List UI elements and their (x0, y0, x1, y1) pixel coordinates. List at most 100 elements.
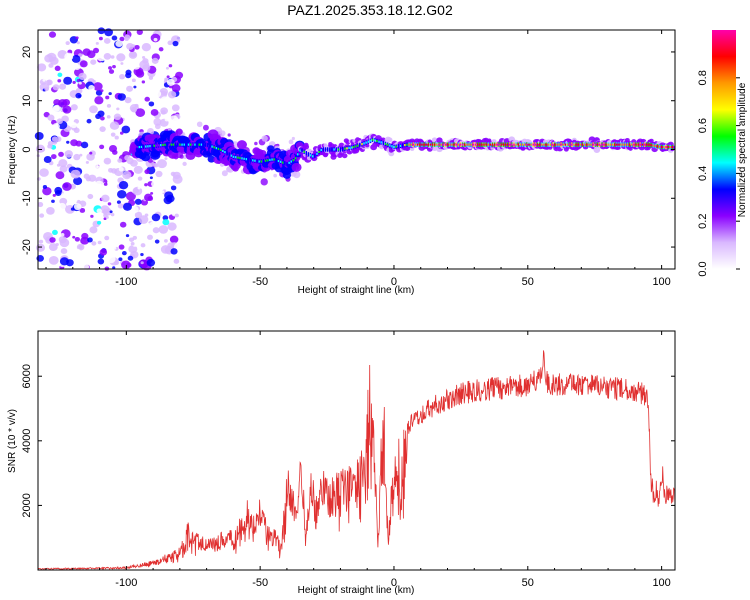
noise-blob (94, 180, 104, 189)
ridge-core (288, 161, 290, 164)
noise-blob (226, 166, 232, 173)
noise-blob (108, 92, 112, 96)
noise-blob (102, 46, 111, 54)
noise-blob (99, 248, 108, 256)
noise-blob (58, 151, 64, 157)
noise-blob (219, 130, 226, 137)
ridge-core (427, 143, 430, 146)
noise-blob (173, 258, 180, 264)
ridge-core (207, 143, 209, 147)
ridge-core (513, 143, 515, 146)
ridge-core (468, 143, 470, 146)
ridge-core (284, 162, 286, 165)
noise-blob (85, 160, 89, 164)
ridge-core (264, 159, 267, 162)
ridge-core (155, 144, 158, 147)
noise-blob (150, 191, 154, 195)
noise-blob (87, 237, 93, 243)
ridge-core (228, 153, 230, 156)
ridge-core (575, 143, 577, 146)
ridge-core (189, 143, 192, 146)
ridge-core (369, 139, 372, 142)
noise-blob (158, 225, 169, 234)
ridge-core (279, 160, 282, 163)
ridge-core (613, 143, 616, 146)
snr-y-label: SNR (10 * v/v) (7, 409, 18, 473)
ridge-core (466, 143, 468, 146)
ridge-core (474, 143, 477, 146)
noise-blob (103, 157, 112, 165)
noise-blob (119, 131, 124, 135)
noise-blob (148, 101, 155, 107)
ridge-core (183, 143, 185, 146)
noise-blob (118, 180, 129, 190)
ridge-core (438, 143, 440, 146)
ridge-core (663, 145, 665, 149)
signal-blob (380, 137, 386, 142)
ridge-core (652, 144, 654, 147)
noise-blob (100, 116, 105, 121)
noise-blob (144, 193, 153, 202)
noise-blob (47, 114, 55, 121)
noise-blob (98, 36, 103, 41)
noise-blob (151, 57, 159, 64)
noise-blob (52, 123, 60, 130)
ridge-core (618, 143, 620, 146)
noise-blob (119, 221, 127, 228)
ridge-core (622, 143, 624, 146)
ridge-core (230, 154, 233, 157)
snr-y-tick-label: 6000 (21, 364, 33, 388)
snr-frame (37, 330, 676, 571)
ridge-core (177, 143, 179, 146)
ridge-core (449, 143, 451, 146)
spectrogram-x-tick-label: -50 (252, 276, 268, 288)
ridge-core (658, 145, 661, 148)
ridge-core (511, 143, 513, 146)
noise-blob (133, 187, 140, 193)
noise-blob (43, 155, 52, 164)
ridge-core (241, 157, 243, 160)
noise-blob (83, 173, 90, 179)
noise-blob (137, 176, 143, 181)
noise-blob (97, 27, 106, 35)
ridge-core (260, 160, 263, 163)
noise-blob (97, 110, 105, 117)
ridge-core (626, 143, 629, 146)
ridge-core (254, 159, 256, 162)
noise-blob (129, 237, 135, 242)
noise-blob (166, 78, 175, 86)
ridge-core (611, 143, 614, 146)
ridge-core (506, 143, 509, 146)
noise-blob (59, 257, 69, 266)
ridge-core (365, 141, 367, 144)
noise-blob (162, 219, 170, 226)
noise-blob (170, 185, 177, 191)
signal-blob (388, 150, 395, 157)
noise-blob (70, 169, 81, 179)
signal-blob (175, 128, 183, 135)
ridge-core (543, 143, 545, 146)
ridge-core (431, 143, 434, 146)
ridge-core (479, 143, 481, 146)
ridge-core (444, 143, 447, 146)
noise-blob (112, 266, 116, 270)
noise-blob (51, 136, 58, 142)
noise-blob (221, 170, 228, 177)
ridge-core (200, 143, 203, 146)
signal-blob (207, 155, 216, 163)
ridge-core (573, 143, 575, 146)
noise-blob (59, 165, 68, 173)
noise-blob (89, 151, 93, 155)
noise-blob (126, 42, 134, 50)
noise-blob (60, 233, 65, 237)
ridge-core (633, 143, 635, 146)
noise-blob (121, 260, 131, 270)
ridge-core (174, 143, 177, 146)
noise-blob (108, 69, 115, 74)
ridge-core (215, 147, 218, 150)
ridge-core (536, 143, 539, 146)
snr-x-tick-label: 0 (391, 577, 397, 589)
noise-blob (52, 104, 62, 113)
ridge-core (404, 144, 406, 147)
noise-blob (135, 70, 145, 78)
